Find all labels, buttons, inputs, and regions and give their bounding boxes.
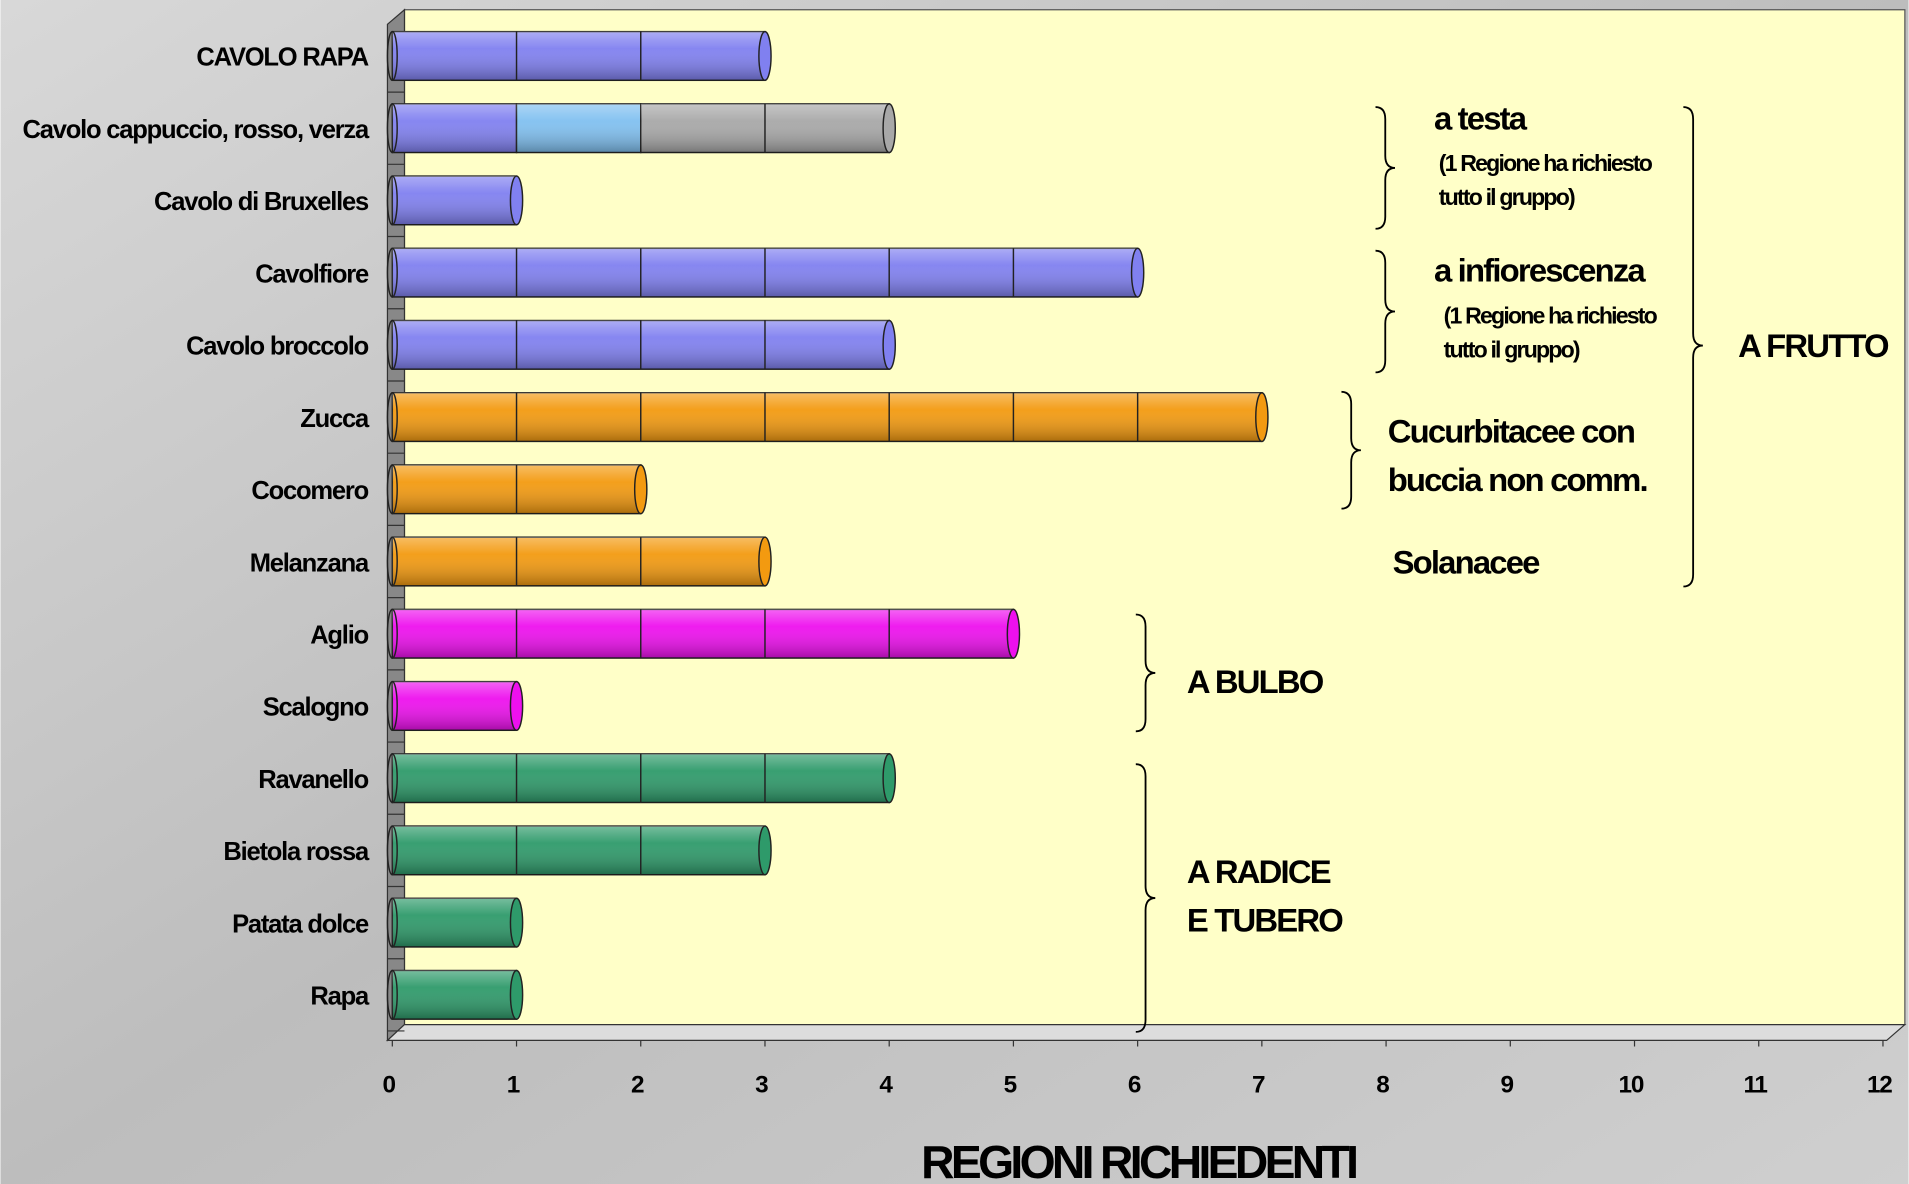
bar-segment	[391, 536, 772, 587]
annotation: A RADICE	[1187, 853, 1331, 890]
bar-shading	[392, 537, 765, 586]
bar-segment	[391, 897, 524, 948]
annotation: tutto il gruppo)	[1439, 184, 1575, 210]
x-tick-label: 2	[631, 1072, 644, 1099]
bar-cap	[882, 103, 897, 154]
bar-cap	[1255, 392, 1269, 443]
y-tick-label: Cavolo broccolo	[186, 333, 369, 361]
x-tick-label: 10	[1619, 1072, 1644, 1099]
bar-base	[386, 30, 398, 82]
bar-shading	[392, 103, 517, 153]
y-tick-label: Cavolo di Bruxelles	[154, 188, 369, 216]
bar-shading	[392, 681, 517, 731]
x-tick-label: 0	[382, 1072, 395, 1099]
annotation: Solanacee	[1393, 544, 1541, 581]
y-tick-label: Melanzana	[250, 549, 370, 577]
bar-base	[386, 536, 398, 587]
annotation: tutto il gruppo)	[1444, 336, 1580, 362]
bar-segment	[391, 680, 524, 732]
bar-segment	[391, 30, 772, 82]
x-tick-label: 8	[1376, 1072, 1389, 1099]
y-tick-label: Cavolfiore	[255, 260, 369, 288]
x-tick-label: 7	[1252, 1072, 1265, 1099]
bar-shading	[516, 103, 641, 153]
bar-segment	[515, 103, 642, 154]
bar-segment	[391, 247, 1145, 298]
bar-cap	[758, 536, 772, 587]
annotation: A BULBO	[1187, 663, 1324, 700]
y-tick-label: Cocomero	[251, 477, 368, 505]
annotation: buccia non comm.	[1388, 461, 1647, 498]
bar-segment	[391, 825, 772, 876]
y-tick-label: Bietola rossa	[223, 838, 370, 866]
bar-base	[386, 608, 398, 659]
x-tick-label: 3	[755, 1072, 768, 1099]
y-tick-label: Zucca	[300, 405, 370, 433]
bar-shading	[392, 898, 517, 947]
bar-cap	[509, 680, 524, 732]
bar-base	[386, 175, 398, 226]
bar-base	[386, 969, 398, 1020]
bar-base	[386, 680, 398, 732]
bar-segment	[391, 392, 1269, 443]
annotation: (1 Regione ha richiesto	[1444, 302, 1658, 328]
bar-segment	[391, 175, 524, 226]
bar-base	[386, 103, 398, 154]
annotation: Cucurbitacee con	[1388, 412, 1635, 449]
bar-cap	[882, 753, 897, 804]
bar-cap	[633, 464, 648, 515]
bar-cap	[1130, 247, 1145, 298]
bar-cap	[1006, 608, 1021, 659]
y-tick-label: Cavolo cappuccio, rosso, verza	[23, 116, 370, 144]
x-tick-label: 5	[1004, 1072, 1017, 1099]
x-tick-label: 12	[1867, 1072, 1892, 1099]
bar-segment	[391, 319, 897, 370]
y-tick-label: Patata dolce	[232, 910, 369, 938]
y-tick-label: Aglio	[310, 621, 368, 649]
bar-segment	[640, 103, 897, 154]
y-tick-label: Ravanello	[258, 766, 368, 794]
bar-base	[386, 319, 398, 370]
bar-cap	[758, 30, 772, 82]
bar-shading	[392, 826, 765, 875]
bar-shading	[392, 609, 1014, 659]
bar-base	[386, 247, 398, 298]
bar-cap	[882, 319, 897, 370]
x-tick-label: 1	[507, 1072, 520, 1099]
bar-shading	[392, 176, 517, 225]
annotation: E TUBERO	[1187, 901, 1343, 938]
y-tick-label: Rapa	[310, 983, 370, 1011]
bar-segment	[391, 753, 897, 804]
bar-cap	[509, 175, 524, 226]
annotation: A FRUTTO	[1738, 327, 1889, 364]
y-tick-label: Scalogno	[263, 694, 369, 722]
bar-cap	[758, 825, 772, 876]
annotation: (1 Regione ha richiesto	[1439, 150, 1653, 176]
x-axis-title: REGIONI RICHIEDENTI	[921, 1136, 1356, 1184]
bar-base	[386, 897, 398, 948]
floor	[385, 1023, 1907, 1042]
bar-segment	[391, 969, 524, 1020]
bar-segment	[391, 103, 518, 154]
x-tick-label: 4	[879, 1072, 893, 1099]
bar-cap	[509, 969, 524, 1020]
bar-base	[386, 392, 398, 443]
x-tick-label: 9	[1500, 1072, 1513, 1099]
x-tick-label: 11	[1743, 1072, 1767, 1099]
bar-base	[386, 753, 398, 804]
bar-base	[386, 464, 398, 515]
annotation: a testa	[1434, 100, 1528, 137]
x-tick-label: 6	[1128, 1072, 1141, 1099]
bar-cap	[509, 897, 524, 948]
bar-segment	[391, 464, 648, 515]
bar-segment	[391, 608, 1021, 659]
annotation: a infiorescenza	[1434, 252, 1646, 289]
bar-shading	[392, 31, 765, 81]
bar-shading	[392, 392, 1262, 442]
bar-base	[386, 825, 398, 876]
y-tick-label: CAVOLO RAPA	[196, 44, 368, 72]
bar-shading	[392, 970, 517, 1020]
